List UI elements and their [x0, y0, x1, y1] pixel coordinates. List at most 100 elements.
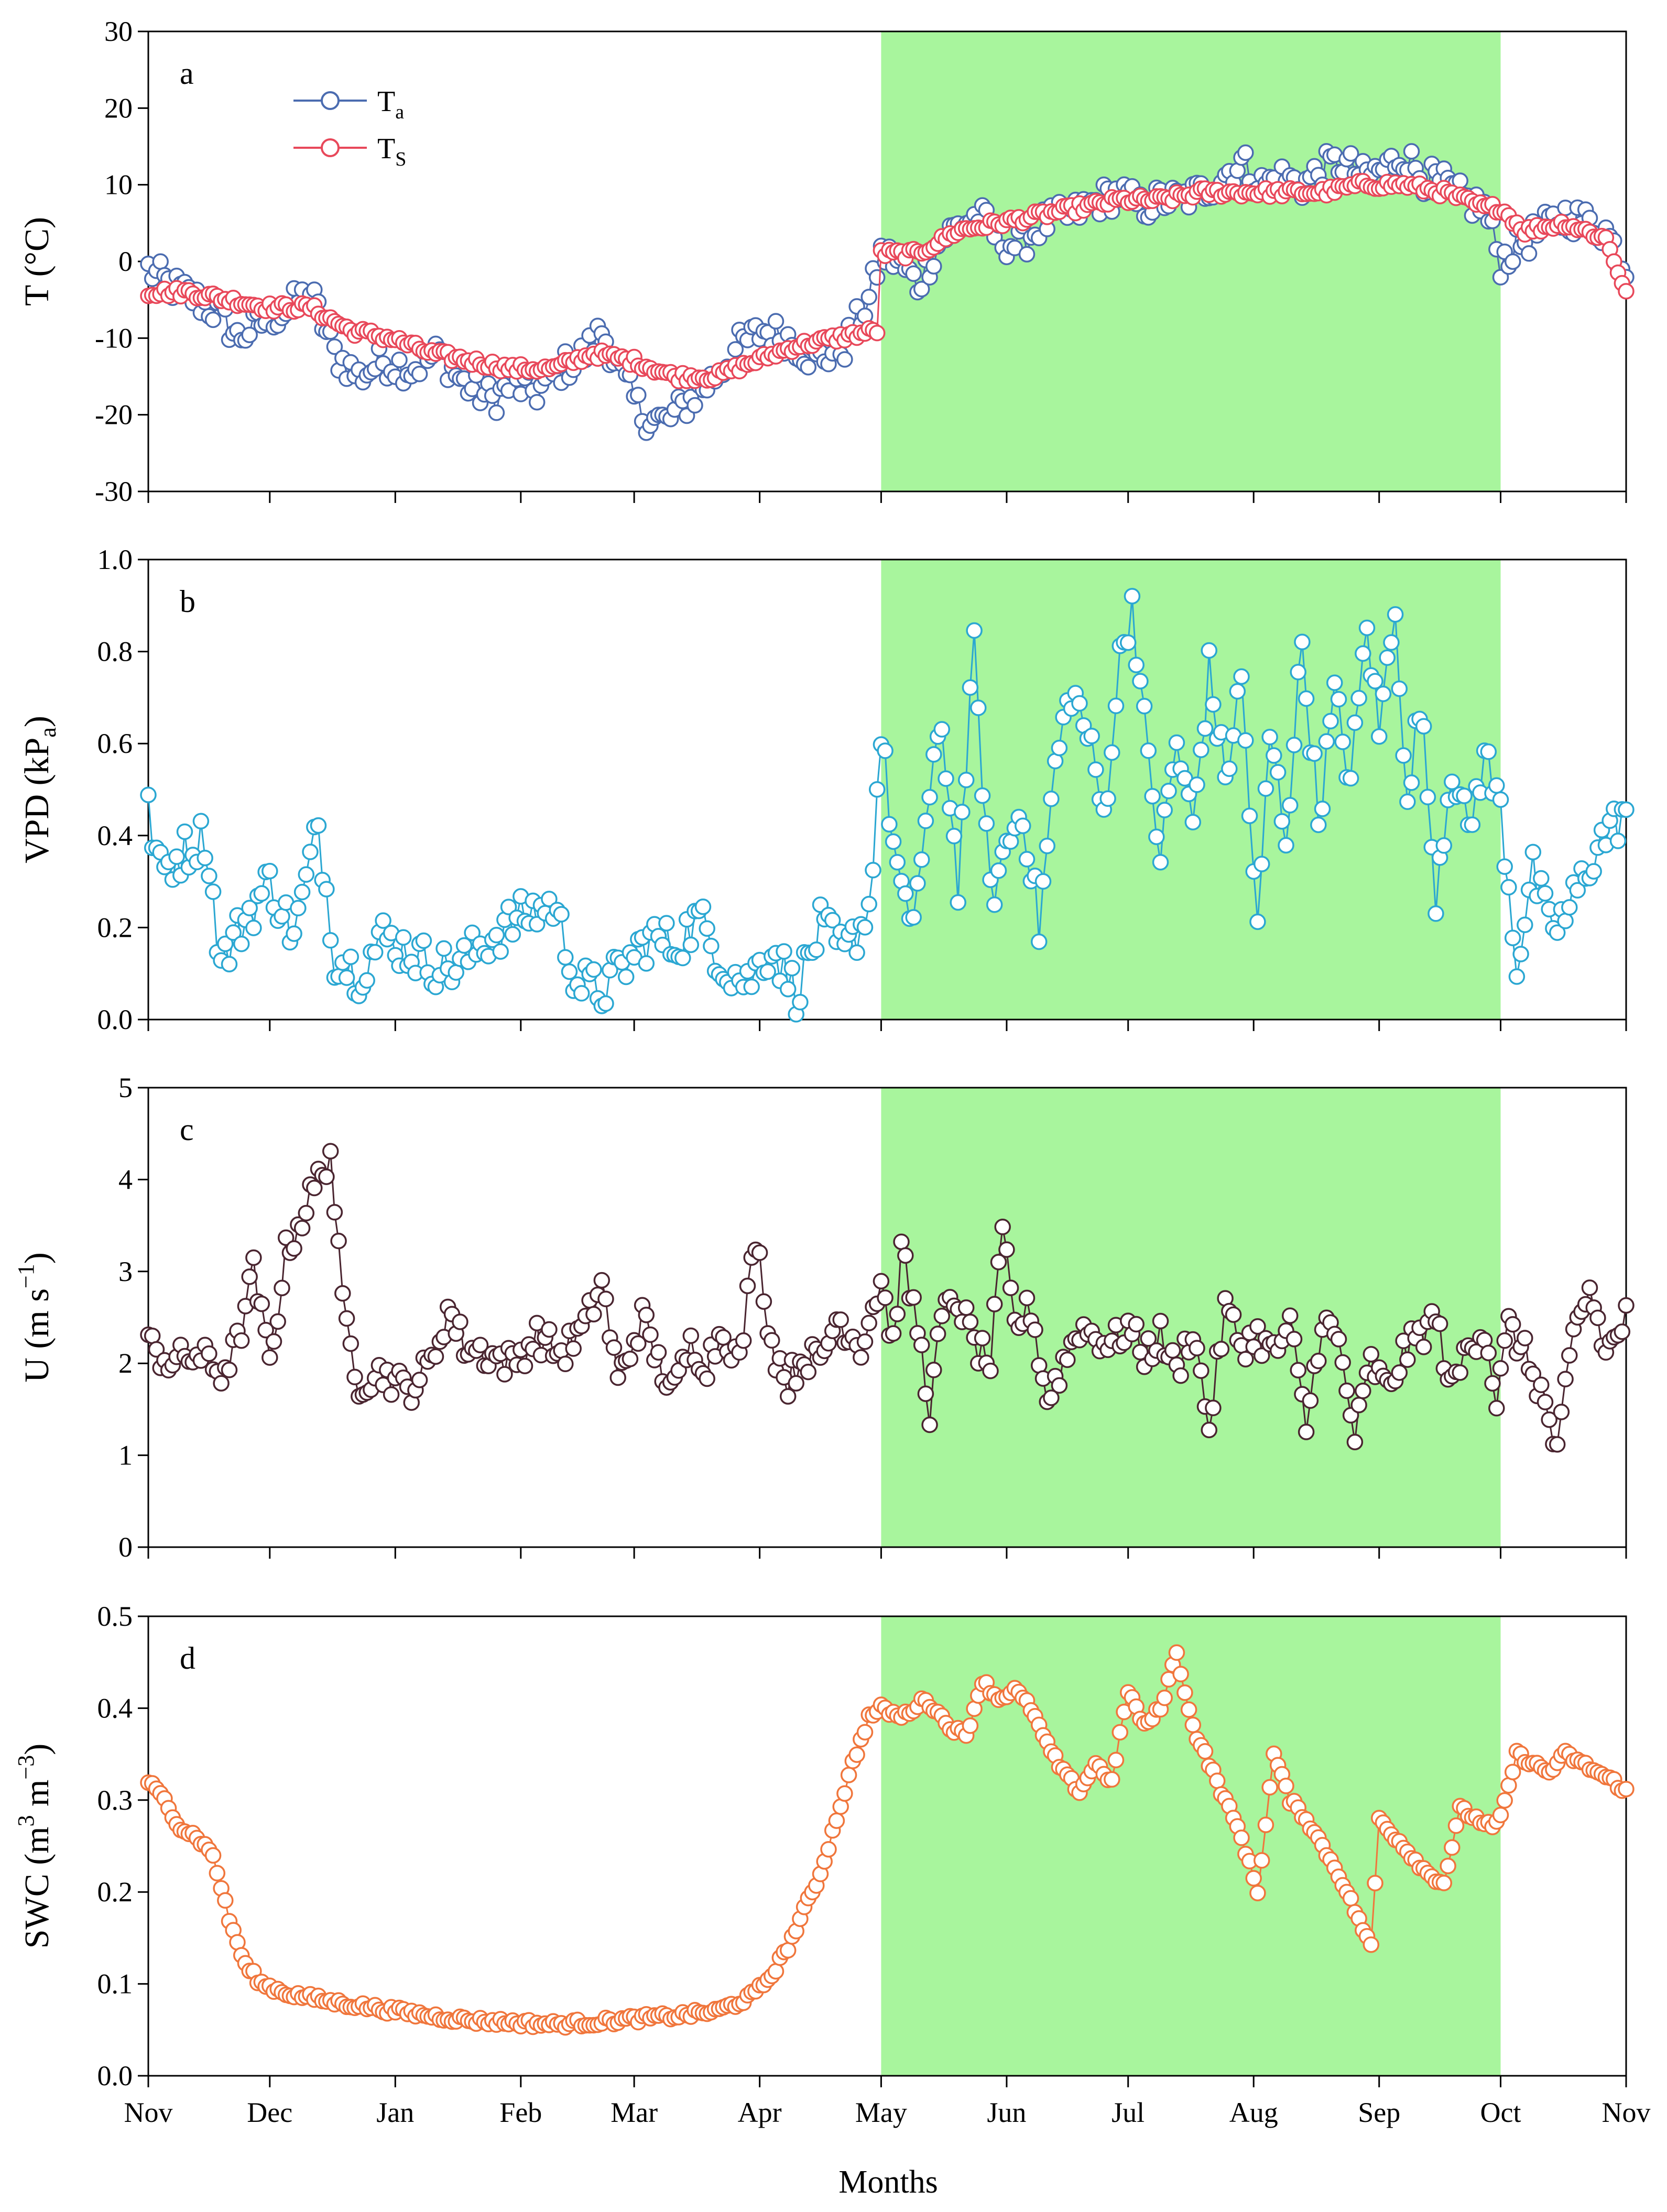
data-point	[998, 1241, 1015, 1258]
data-point	[1342, 145, 1359, 162]
data-point	[1618, 283, 1635, 300]
data-point	[764, 1332, 780, 1349]
data-point	[415, 932, 432, 949]
data-point	[1557, 1371, 1574, 1388]
x-tick-label: Apr	[738, 2097, 782, 2128]
y-axis-title: T (°C)	[18, 217, 56, 306]
data-point	[1480, 743, 1497, 760]
y-tick-label: 0.2	[97, 1876, 133, 1908]
data-point	[1205, 696, 1222, 713]
y-tick-label: 1	[118, 1440, 133, 1471]
data-point	[921, 1416, 938, 1433]
data-point	[1342, 770, 1359, 787]
data-point	[856, 1724, 874, 1740]
data-point	[217, 1892, 234, 1909]
y-tick-label: 5	[118, 1072, 133, 1103]
x-tick-label: Aug	[1229, 2097, 1278, 2128]
data-point	[1541, 1411, 1557, 1428]
data-point	[877, 742, 894, 759]
legend-label: TS	[377, 133, 406, 170]
data-point	[840, 1767, 857, 1783]
data-point	[213, 1375, 230, 1392]
x-tick-label: Oct	[1480, 2097, 1521, 2128]
data-point	[885, 1325, 902, 1342]
data-point	[1363, 1936, 1380, 1953]
data-point	[1237, 144, 1254, 161]
data-point	[994, 1219, 1011, 1235]
data-point	[528, 916, 546, 933]
data-point	[1419, 789, 1436, 806]
data-point	[1355, 1383, 1371, 1399]
data-point	[921, 789, 938, 806]
data-point	[974, 1330, 991, 1346]
data-point	[1208, 1772, 1226, 1789]
data-point	[1249, 913, 1266, 930]
data-point	[1015, 817, 1031, 835]
data-point	[383, 1386, 400, 1403]
data-point	[221, 956, 238, 972]
y-tick-label: 0.6	[97, 728, 133, 759]
data-point	[1557, 913, 1574, 929]
data-point	[856, 1333, 874, 1350]
data-point	[1358, 619, 1376, 637]
data-point	[245, 1249, 262, 1266]
data-point	[557, 949, 574, 966]
legend-marker	[321, 138, 340, 157]
data-point	[755, 1293, 772, 1310]
data-point	[933, 721, 951, 738]
data-point	[1172, 1367, 1189, 1384]
data-point	[929, 1326, 946, 1342]
data-point	[1383, 634, 1400, 651]
data-point	[1104, 1771, 1120, 1788]
data-point	[1533, 870, 1550, 887]
data-point	[1435, 1875, 1453, 1891]
data-point	[1266, 747, 1282, 764]
x-tick-label: Jul	[1112, 2097, 1145, 2128]
data-point	[743, 978, 760, 995]
data-point	[1524, 844, 1542, 861]
legend-marker	[321, 91, 340, 110]
data-point	[1350, 689, 1367, 707]
data-point	[860, 895, 877, 913]
data-point	[293, 883, 311, 901]
legend: Ta TS	[293, 85, 406, 170]
data-point	[221, 1362, 238, 1378]
data-point	[694, 898, 712, 915]
data-point	[464, 924, 481, 941]
data-point	[455, 937, 473, 954]
x-tick-label: Sep	[1358, 2097, 1400, 2128]
data-point	[298, 1204, 315, 1222]
data-point	[1128, 656, 1145, 673]
data-point	[1553, 1404, 1570, 1420]
data-point	[338, 1310, 355, 1327]
data-point	[1253, 856, 1270, 872]
data-point	[853, 1349, 869, 1366]
data-point	[500, 899, 517, 915]
data-point	[1504, 1316, 1521, 1333]
data-point	[152, 253, 169, 270]
data-point	[1245, 1870, 1262, 1887]
data-point	[322, 932, 339, 949]
y-tick-label: 1.0	[97, 544, 133, 575]
data-point	[1039, 837, 1055, 855]
data-point	[1290, 1362, 1306, 1378]
data-point	[342, 1335, 359, 1352]
data-point	[848, 944, 865, 961]
data-point	[1018, 1289, 1036, 1307]
data-point	[974, 787, 991, 804]
data-point	[411, 1372, 428, 1388]
data-point	[978, 815, 995, 832]
data-point	[1140, 1330, 1157, 1347]
data-point	[1027, 1321, 1043, 1338]
data-point	[739, 1277, 756, 1295]
data-point	[1496, 1792, 1513, 1809]
data-point	[1464, 816, 1481, 833]
data-point	[1488, 1400, 1505, 1417]
data-point	[391, 352, 408, 368]
data-point	[1395, 747, 1412, 764]
y-tick-label: 30	[104, 16, 133, 47]
data-point	[286, 925, 302, 942]
data-point	[1496, 858, 1513, 875]
growing-season-shade	[881, 1088, 1501, 1547]
